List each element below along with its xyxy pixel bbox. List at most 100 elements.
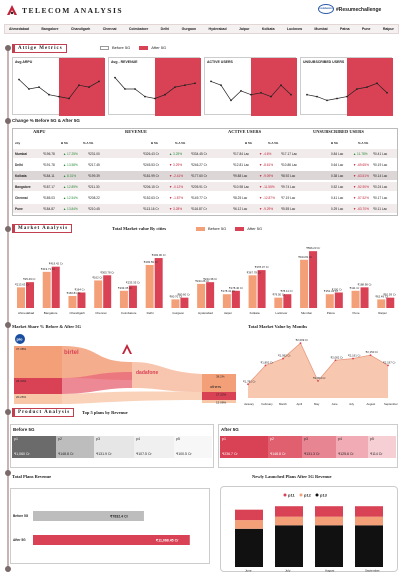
plan-revenue: ₹1,060 Cr <box>14 452 30 456</box>
bar-label-before: ₹178.41 Cr <box>221 289 235 293</box>
city-filter-item[interactable]: Lucknow <box>286 27 303 31</box>
bar-category-label: Patna <box>327 311 335 315</box>
city-filter-item[interactable]: Ahmedabad <box>9 27 30 31</box>
table-cell: ₹0.14 Lac <box>373 173 388 178</box>
brand-name: others <box>210 384 221 389</box>
monthly-value-label: ₹1,992 Cr <box>278 354 291 358</box>
share-bar-before <box>14 394 62 404</box>
kpi-point <box>366 86 368 88</box>
table-cell: ▲ 17.25% <box>63 151 78 156</box>
plan-revenue: ₹125.6 Cr <box>338 452 354 456</box>
sankey-flow <box>62 346 132 380</box>
plan-tile-before: p2 ₹148.8 Cr <box>56 436 94 458</box>
table-cell: ▼ -63.70% <box>353 206 369 211</box>
bar-category-label: After 5G <box>13 538 26 542</box>
city-filter-item[interactable]: Coimbatore <box>128 27 149 31</box>
table-cell: ₹184.11 <box>43 173 55 178</box>
kpi-point <box>144 95 146 98</box>
bar-after <box>206 282 215 308</box>
kpi-point <box>174 86 176 88</box>
city-filter-item[interactable]: Gurgaon <box>181 27 197 31</box>
bar-before <box>351 290 360 308</box>
table-row: Pune ₹184.87 ▲ 13.84% ₹210.45 ₹113.16 Cr ▼ 3.… <box>13 204 397 213</box>
kpi-point <box>184 84 186 87</box>
after-5g-region <box>251 58 297 116</box>
city-filter-item[interactable]: Patna <box>340 27 350 31</box>
table-subheader-cell: % A 5G <box>268 141 279 145</box>
kpi-card: ACTIVE USERS <box>204 57 297 116</box>
brand-name: pio <box>17 337 24 342</box>
bar-after <box>51 266 60 308</box>
monthly-point <box>352 357 354 360</box>
sankey-flow <box>62 372 132 394</box>
city-filter-item[interactable]: Jaipur <box>239 27 250 31</box>
table-cell: ▼ -63.51% <box>353 173 369 178</box>
table-cell: ₹210.45 <box>88 206 100 211</box>
bar-after <box>309 251 318 308</box>
city-filter-item[interactable]: Raipur <box>382 27 394 31</box>
stacked-bar-segment <box>315 525 343 567</box>
bar-label-after: ₹233.35 Cr <box>126 281 140 285</box>
table-cell: ₹149.77 Cr <box>191 195 208 200</box>
kpi-point <box>260 91 262 94</box>
bar-category-label: Jaipur <box>224 311 232 315</box>
monthly-area-chart: ₹1,781 Cr January ₹1,892 Cr February ₹1,992 … <box>243 338 398 406</box>
plans-revenue-label: ₹7832.4 Cr <box>110 515 129 519</box>
legend-swatch <box>283 493 287 497</box>
plan-tile-after: p3 ₹131.3 Cr <box>302 436 336 458</box>
table-cell: ▲ 11.78% <box>353 151 368 156</box>
monthly-point <box>334 359 337 362</box>
bar-label-before: ₹367.78 Cr <box>247 270 261 274</box>
share-value-after: 27.32% <box>216 393 227 397</box>
table-cell: ₹10.86 Lac <box>281 162 298 167</box>
bar-label-after: ₹305.78 Cr <box>100 270 114 274</box>
table-city: Mumbai <box>15 151 28 156</box>
bar-label-before: ₹160.81 Cr <box>66 291 80 295</box>
table-row: Chennai ₹185.03 ▲ 12.54% ₹208.22 ₹152.63 Cr ▼… <box>13 193 397 202</box>
monthly-point <box>317 379 319 382</box>
bar-after <box>103 275 112 308</box>
bar-category-label: Coimbatore <box>121 311 137 315</box>
city-filter-item[interactable]: Chandigarh <box>70 27 91 31</box>
share-value-before: 20.26% <box>16 395 27 399</box>
bar-label-after: ₹493.06 Cr <box>152 253 166 257</box>
kpi-label: UNSUBSCRIBED USERS <box>303 60 345 64</box>
stacked-bar-segment <box>235 509 263 521</box>
city-filter-item[interactable]: Pune <box>361 27 371 31</box>
bar-category-label: Kolkata <box>250 311 260 315</box>
table-cell: ₹191.78 <box>43 162 55 167</box>
table-cell: ₹17.84 Lac <box>233 151 250 156</box>
timeline-dot <box>5 118 11 124</box>
section-title-metrics: Attige Metrics <box>12 44 67 53</box>
table-cell: ▼ -52.90% <box>353 184 369 189</box>
table-cell: ₹217.45 <box>88 162 100 167</box>
city-filter-item[interactable]: Delhi <box>160 27 170 31</box>
legend-before-label: Before 5G <box>208 226 227 231</box>
plan-name: p1 <box>222 437 226 441</box>
city-filter-item[interactable]: Chennai <box>102 27 117 31</box>
city-filter-item[interactable]: Mumbai <box>314 27 328 31</box>
bar-category-label: Chennai <box>95 311 107 315</box>
city-filter-item[interactable]: Hyderabad <box>208 27 227 31</box>
city-filter-item[interactable]: Bangalore <box>41 27 59 31</box>
table-group-header: ACTIVE USERS <box>228 129 262 134</box>
table-cell: ▼ -2.41% <box>169 173 184 178</box>
table-cell: ₹199.39 <box>88 173 100 178</box>
kpi-sparkline <box>114 58 201 116</box>
bar-after <box>334 292 343 308</box>
plan-name: p2 <box>58 437 62 441</box>
table-cell: ₹10.98 Lac <box>233 184 250 189</box>
plan-tile-before: p1 ₹1,060 Cr <box>12 436 56 458</box>
bar-category-label: August <box>325 569 335 573</box>
plan-revenue: ₹114 Cr <box>370 452 383 456</box>
monthly-category-label: January <box>244 402 255 406</box>
city-filter-item[interactable]: Kolkata <box>261 27 275 31</box>
table-cell: ₹152.63 Cr <box>143 195 160 200</box>
table-cell: 0.64 Lac <box>331 162 344 167</box>
plan-name: p3 <box>96 437 100 441</box>
bar-label-after: ₹419.42 Cr <box>49 262 63 266</box>
plan-name: p4 <box>338 437 342 441</box>
kpi-point <box>376 82 378 85</box>
bar-label-after: ₹178.40 Cr <box>229 286 243 290</box>
monthly-value-label: ₹2,082 Cr <box>331 355 344 359</box>
